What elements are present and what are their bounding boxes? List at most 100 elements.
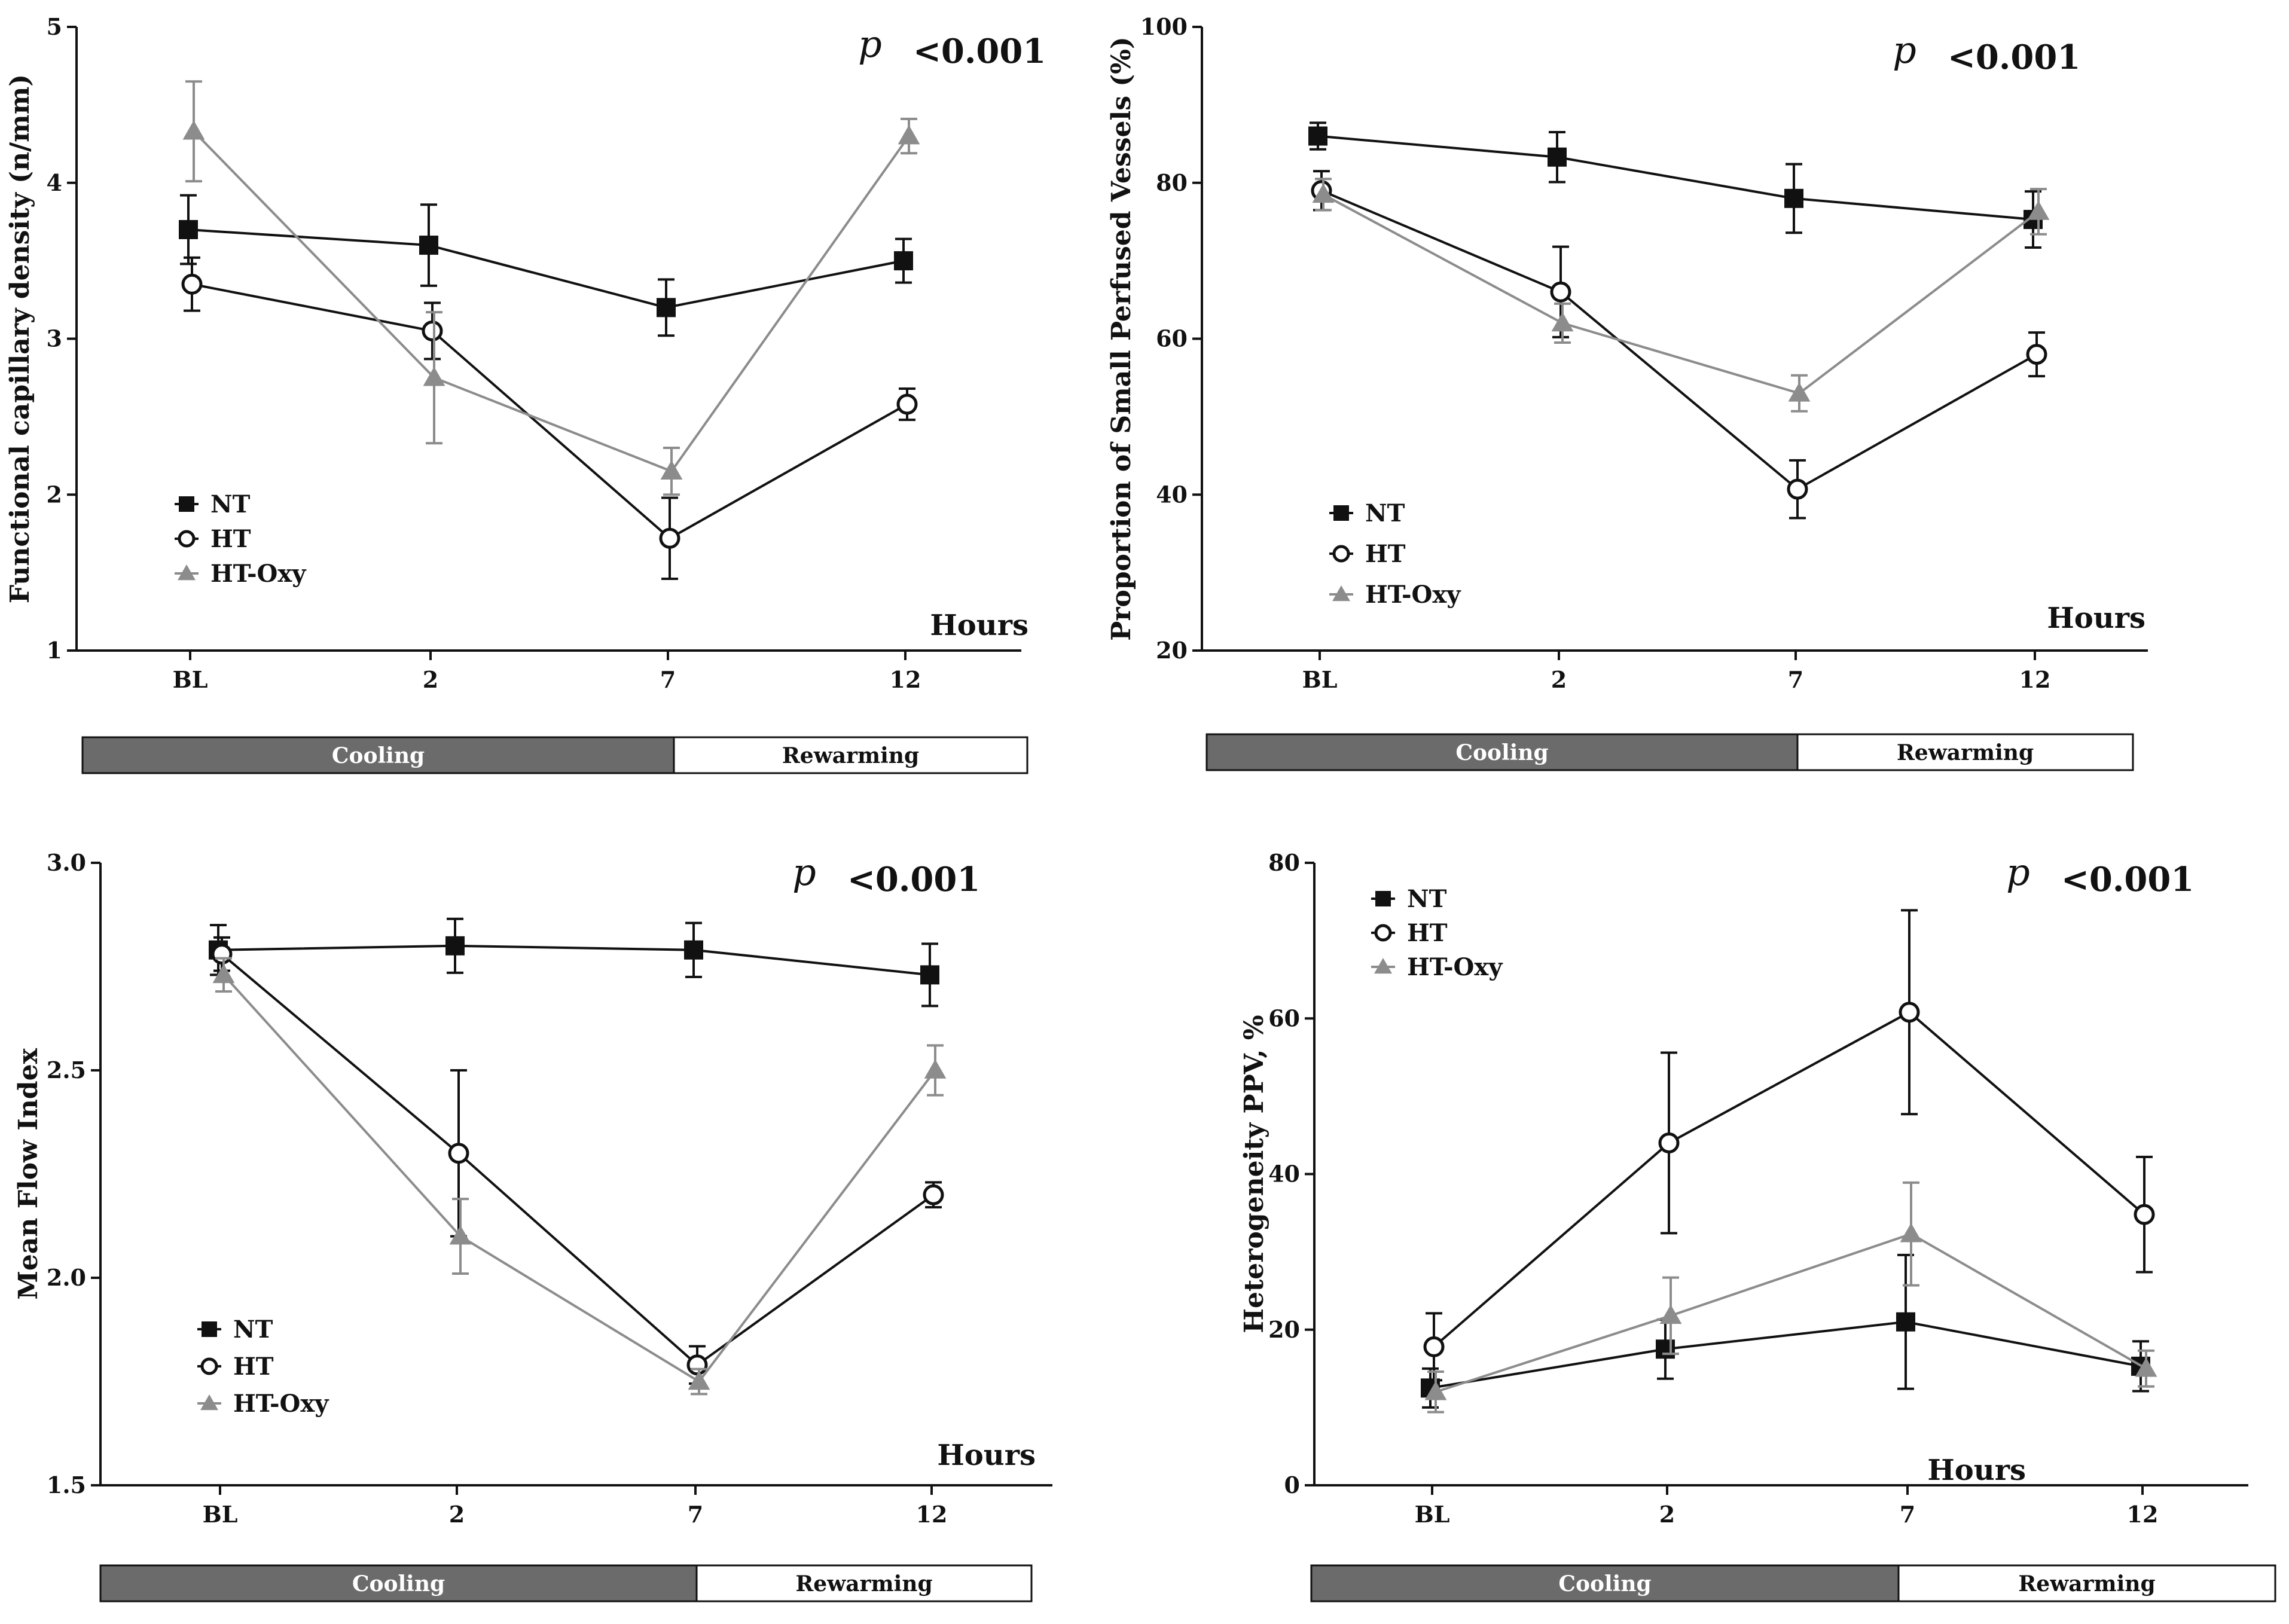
cooling-label: Cooling [1455, 740, 1548, 765]
phase-bar: Cooling Rewarming [99, 1564, 1033, 1602]
legend-label: NT [233, 1315, 273, 1344]
phase-bar: Cooling Rewarming [81, 736, 1028, 774]
data-point [684, 940, 703, 960]
data-point [423, 367, 445, 386]
p-value: <0.001 [847, 860, 980, 899]
y-axis-label: Mean Flow Index [13, 1048, 44, 1299]
data-point [422, 320, 443, 341]
p-letter: p [792, 850, 816, 894]
series-nt [179, 194, 913, 337]
phase-bar: Cooling Rewarming [1205, 733, 2134, 771]
cooling-label: Cooling [1558, 1571, 1651, 1596]
data-point [1656, 1339, 1675, 1359]
x-axis-label: Hours [2047, 602, 2145, 635]
y-tick-label: 80 [1268, 849, 1300, 876]
y-tick-label: 20 [1156, 637, 1188, 664]
data-point [448, 1143, 469, 1164]
x-axis-label: Hours [1927, 1454, 2026, 1487]
x-tick-label: 2 [1551, 666, 1567, 693]
y-tick-label: 20 [1268, 1316, 1300, 1343]
data-point [1551, 312, 1574, 332]
x-tick-label: 7 [688, 1501, 703, 1528]
data-point [1312, 183, 1335, 203]
legend-label: NT [1407, 885, 1447, 913]
x-tick-label: 2 [449, 1501, 465, 1528]
legend-label: HT [1407, 919, 1448, 947]
data-point [1659, 1304, 1682, 1324]
cooling-label: Cooling [332, 743, 425, 768]
legend-label: HT [1365, 540, 1406, 568]
series-line [1430, 1320, 2141, 1390]
y-axis-label: Proportion of Small Perfused Vessels (%) [1106, 36, 1137, 641]
y-tick-label: 100 [1140, 13, 1188, 40]
legend-label: HT-Oxy [1365, 581, 1461, 609]
data-point [920, 965, 939, 985]
y-tick-label: 1.5 [47, 1472, 86, 1498]
data-point [2027, 200, 2050, 220]
x-tick-label: 12 [916, 1501, 948, 1528]
legend-marker [200, 1394, 218, 1411]
series-ht-oxy [1312, 178, 2050, 413]
series-ht [1311, 170, 2047, 520]
y-tick-label: 60 [1156, 325, 1188, 352]
legend-marker [202, 1321, 217, 1337]
data-point [898, 125, 920, 145]
data-point [2135, 1357, 2157, 1377]
data-point [659, 527, 680, 549]
rewarming-label: Rewarming [782, 743, 919, 768]
p-letter: p [1893, 28, 1916, 72]
series-ht [181, 256, 918, 581]
data-point [1423, 1336, 1445, 1357]
legend: NT HT HT-Oxy [175, 490, 307, 588]
legend-marker [178, 564, 196, 581]
series-line [218, 944, 930, 976]
cooling-bar [1205, 733, 1799, 771]
p-value: <0.001 [2061, 860, 2194, 899]
data-point [419, 236, 438, 255]
rewarming-bar [673, 736, 1028, 774]
p-letter: p [858, 22, 882, 66]
data-point [2026, 344, 2047, 365]
legend: NT HT HT-Oxy [1371, 885, 1503, 981]
legend-marker [1374, 924, 1392, 942]
series-ht [211, 936, 944, 1385]
data-point [1899, 1002, 1920, 1023]
y-tick-label: 2.5 [47, 1057, 86, 1083]
data-point [1784, 188, 1803, 208]
legend: NT HT HT-Oxy [1329, 499, 1461, 609]
series-line [1317, 135, 2034, 221]
rewarming-label: Rewarming [2018, 1571, 2155, 1596]
y-axis-label: Functional capillary density (n/mm) [5, 74, 35, 603]
series-line [221, 953, 935, 1367]
data-point [1550, 281, 1571, 303]
series-line [1435, 1232, 2147, 1393]
series-ht-oxy [1424, 1181, 2157, 1414]
cooling-bar [81, 736, 675, 774]
rewarming-label: Rewarming [795, 1571, 932, 1596]
data-point [1424, 1381, 1447, 1400]
x-tick-label: 7 [1900, 1501, 1915, 1528]
data-point [449, 1225, 472, 1245]
data-point [657, 298, 676, 318]
rewarming-bar [1897, 1564, 2276, 1602]
x-tick-label: 12 [2127, 1501, 2159, 1528]
y-axis-label: Heterogeneity PPV, % [1239, 1015, 1269, 1333]
p-value: <0.001 [913, 32, 1046, 71]
y-tick-label: 40 [1268, 1161, 1300, 1188]
x-tick-label: BL [1415, 1501, 1450, 1528]
data-point [688, 1370, 710, 1390]
legend-marker [1332, 545, 1350, 563]
x-tick-label: 7 [1788, 666, 1803, 693]
y-tick-label: 5 [47, 13, 62, 40]
y-tick-label: 60 [1268, 1005, 1300, 1031]
data-point [1787, 478, 1808, 500]
legend-label: NT [210, 490, 251, 518]
rewarming-bar [695, 1564, 1033, 1602]
chart-4: 0 20 40 60 80 BL 2 7 12 Heterogeneity PPV, % Hours… [1239, 849, 2276, 1602]
p-value: <0.001 [1948, 38, 2080, 77]
legend-marker [178, 530, 196, 548]
y-tick-label: 3 [47, 325, 62, 352]
cooling-label: Cooling [352, 1571, 445, 1596]
x-tick-label: BL [1302, 666, 1338, 693]
